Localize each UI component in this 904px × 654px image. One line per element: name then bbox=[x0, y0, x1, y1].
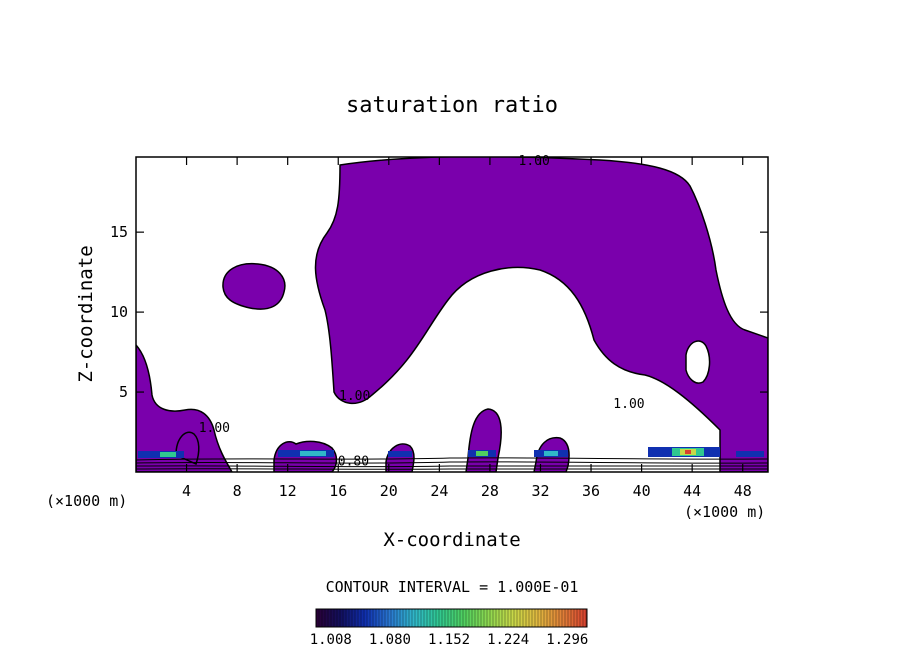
contour-label: 0.80 bbox=[338, 455, 369, 470]
x-tick-label: 20 bbox=[380, 482, 398, 500]
x-tick-label: 4 bbox=[182, 482, 191, 500]
saturated-region-main bbox=[314, 157, 768, 472]
colorbar: 1.008 1.080 1.152 1.224 1.296 bbox=[310, 608, 589, 648]
y-tick-label: 15 bbox=[110, 223, 128, 241]
y-tick-label: 5 bbox=[119, 383, 128, 401]
y-tick-label: 10 bbox=[110, 303, 128, 321]
plot-area bbox=[136, 157, 768, 472]
colorbar-tick-label: 1.224 bbox=[487, 632, 529, 648]
unsaturated-hole-right bbox=[685, 340, 711, 384]
colorbar-stripes bbox=[318, 609, 587, 627]
y-axis-label: Z-coordinate bbox=[75, 245, 97, 382]
chart-title: saturation ratio bbox=[346, 93, 558, 118]
colorbar-tick-label: 1.080 bbox=[369, 632, 411, 648]
contour-label: 1.00 bbox=[199, 421, 230, 436]
x-tick-label: 24 bbox=[430, 482, 448, 500]
contour-label: 1.00 bbox=[613, 397, 644, 412]
high-saturation-band bbox=[138, 447, 764, 458]
contour-label: 1.00 bbox=[519, 154, 550, 169]
colorbar-tick-label: 1.152 bbox=[428, 632, 470, 648]
saturated-region-left bbox=[136, 343, 233, 472]
plot-frame bbox=[135, 156, 769, 473]
colorbar-tick-label: 1.296 bbox=[546, 632, 588, 648]
surface-contour-lines bbox=[136, 457, 768, 470]
x-unit-label-left: (×1000 m) bbox=[46, 492, 127, 510]
x-tick-label: 28 bbox=[481, 482, 499, 500]
x-axis: 4 8 12 16 20 24 28 32 36 40 44 48 bbox=[182, 157, 752, 500]
x-unit-label-right: (×1000 m) bbox=[684, 503, 765, 521]
x-tick-label: 32 bbox=[531, 482, 549, 500]
saturated-region-isolated bbox=[222, 262, 286, 310]
contour-label: 1.00 bbox=[339, 389, 370, 404]
x-axis-label: X-coordinate bbox=[383, 529, 520, 551]
x-tick-label: 16 bbox=[329, 482, 347, 500]
x-tick-label: 36 bbox=[582, 482, 600, 500]
contour-interval-text: CONTOUR INTERVAL = 1.000E-01 bbox=[326, 578, 579, 596]
colorbar-tick-label: 1.008 bbox=[310, 632, 352, 648]
colorbar-frame bbox=[315, 608, 588, 628]
x-tick-label: 48 bbox=[734, 482, 752, 500]
x-tick-label: 40 bbox=[633, 482, 651, 500]
colorbar-gradient bbox=[316, 609, 587, 627]
y-axis: 5 10 15 bbox=[110, 223, 768, 401]
x-tick-label: 12 bbox=[279, 482, 297, 500]
colorbar-tick-labels: 1.008 1.080 1.152 1.224 1.296 bbox=[310, 632, 589, 648]
x-tick-label: 8 bbox=[233, 482, 242, 500]
x-tick-label: 44 bbox=[683, 482, 701, 500]
